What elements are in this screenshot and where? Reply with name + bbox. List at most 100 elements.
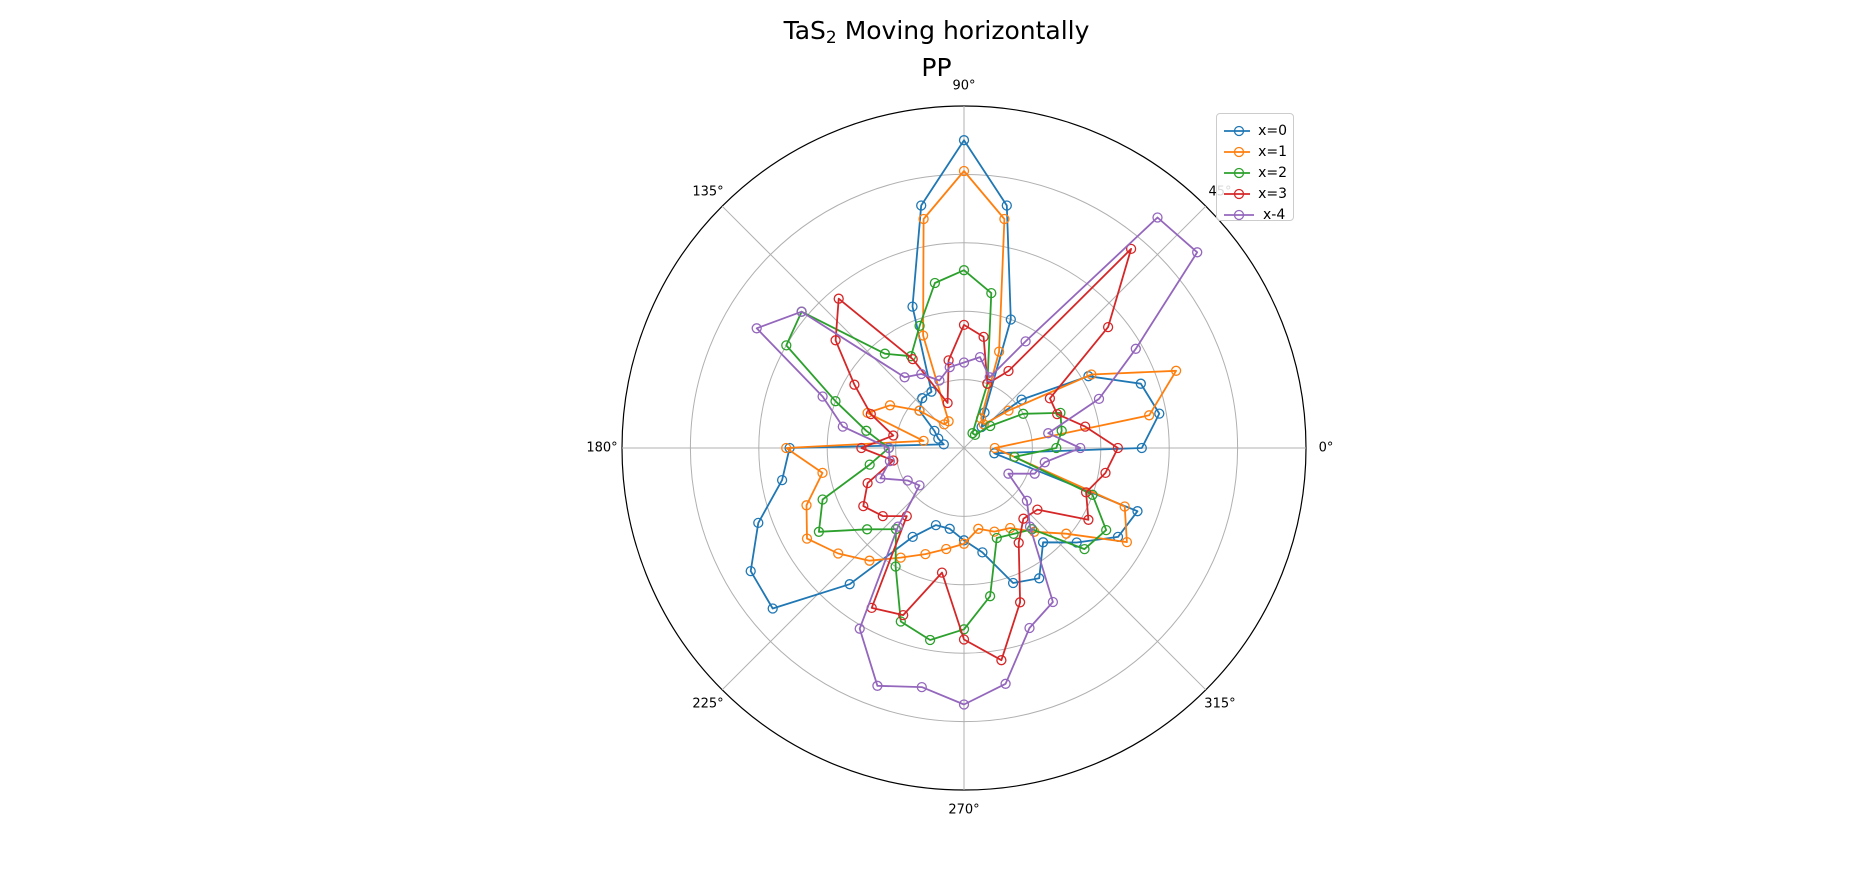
series-line xyxy=(785,170,1177,562)
data-point xyxy=(916,200,927,211)
data-point xyxy=(1018,513,1029,524)
data-point xyxy=(813,526,825,537)
data-point xyxy=(1039,457,1050,468)
data-point xyxy=(989,442,1000,454)
data-point xyxy=(1005,522,1016,534)
data-point xyxy=(1136,442,1147,454)
data-point xyxy=(967,428,978,439)
data-point xyxy=(942,397,953,409)
angle-tick-label: 135° xyxy=(692,185,723,200)
data-point xyxy=(939,419,950,430)
data-point xyxy=(978,331,989,343)
data-point xyxy=(944,362,955,373)
data-point xyxy=(1007,577,1019,589)
data-point xyxy=(1005,314,1016,325)
data-point xyxy=(856,442,867,454)
data-point xyxy=(1100,467,1111,479)
data-point xyxy=(837,421,848,432)
data-point xyxy=(1101,524,1112,536)
data-point xyxy=(899,372,910,383)
data-point xyxy=(1014,597,1026,608)
data-point xyxy=(944,523,955,534)
legend-label: x=3 xyxy=(1258,185,1287,202)
legend: x=0 x=1 x=2 x=3 x-4 xyxy=(1216,113,1294,223)
data-point xyxy=(796,306,807,317)
data-point xyxy=(918,213,929,225)
data-point xyxy=(926,386,937,397)
data-point xyxy=(993,346,1005,357)
chart-title-line2: PP xyxy=(921,53,952,82)
polar-grid xyxy=(621,105,1307,791)
data-point xyxy=(984,372,995,383)
series-4 xyxy=(830,243,1137,666)
data-point xyxy=(1080,421,1091,432)
data-point xyxy=(914,405,925,416)
legend-item: x=2 xyxy=(1223,162,1287,183)
data-point xyxy=(879,348,891,359)
data-point xyxy=(1032,504,1043,515)
data-point xyxy=(1013,537,1024,548)
data-point xyxy=(1052,408,1063,420)
data-point xyxy=(916,368,927,380)
legend-item: x-4 xyxy=(1223,204,1287,225)
data-point xyxy=(861,425,872,436)
legend-label: x=0 xyxy=(1258,122,1287,139)
data-point xyxy=(918,435,929,447)
data-point xyxy=(753,517,764,529)
angle-tick-label: 180° xyxy=(586,441,617,456)
data-point xyxy=(776,474,788,486)
title-prefix: TaS xyxy=(783,16,826,45)
data-point xyxy=(917,393,928,404)
data-point xyxy=(986,287,997,299)
data-point xyxy=(781,442,792,454)
data-point xyxy=(781,340,792,351)
data-point xyxy=(999,213,1010,225)
data-point xyxy=(982,378,993,389)
data-point xyxy=(1018,408,1029,419)
series-5 xyxy=(751,212,1203,710)
data-point xyxy=(1130,343,1141,354)
angle-tick-label: 270° xyxy=(948,803,979,818)
data-point xyxy=(817,467,828,479)
data-point xyxy=(907,531,918,543)
data-point xyxy=(905,351,917,362)
data-point xyxy=(817,494,828,505)
series-2 xyxy=(781,165,1182,566)
data-point xyxy=(1003,365,1014,377)
data-point xyxy=(1119,501,1130,512)
data-point xyxy=(1154,408,1165,419)
data-point xyxy=(1043,428,1054,439)
chart-title-line1: TaS2 Moving horizontally xyxy=(0,16,1873,53)
data-point xyxy=(1075,442,1086,454)
data-point xyxy=(1003,468,1014,479)
data-point xyxy=(1056,425,1067,436)
data-point xyxy=(902,475,913,486)
data-point xyxy=(917,330,929,341)
data-point xyxy=(1083,514,1094,525)
data-point xyxy=(958,699,970,710)
data-point xyxy=(989,448,1000,459)
data-point xyxy=(830,335,841,346)
data-point xyxy=(801,533,813,544)
data-point xyxy=(1087,489,1098,500)
data-point xyxy=(985,420,996,432)
data-point xyxy=(1029,468,1040,479)
data-point xyxy=(1086,369,1097,380)
data-point xyxy=(943,355,954,366)
data-point xyxy=(892,521,904,532)
legend-item: x=1 xyxy=(1223,141,1287,162)
angular-gridline xyxy=(963,447,1207,691)
data-point xyxy=(895,616,906,627)
legend-swatch xyxy=(1224,188,1251,199)
data-point xyxy=(875,473,886,484)
data-point xyxy=(864,555,875,566)
angle-tick-labels: 0°45°90°135°180°225°270°315° xyxy=(586,79,1333,818)
data-point xyxy=(1144,410,1155,421)
data-point xyxy=(884,400,896,411)
data-point xyxy=(1061,528,1072,539)
data-point xyxy=(1135,378,1146,389)
data-point xyxy=(977,547,988,558)
data-point xyxy=(1093,393,1105,405)
data-point xyxy=(898,609,909,621)
